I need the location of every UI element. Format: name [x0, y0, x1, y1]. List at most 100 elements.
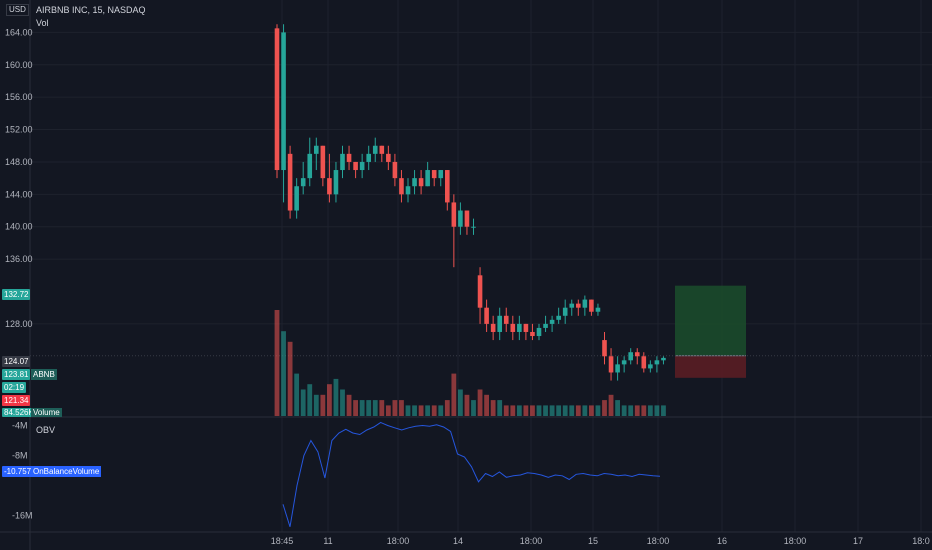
candle — [576, 299, 581, 316]
volume-bar — [497, 400, 503, 416]
candle — [438, 170, 444, 187]
obv-tick-label: -8M — [12, 451, 28, 461]
candle — [458, 202, 463, 235]
volume-bar — [405, 405, 411, 416]
candle-body — [569, 303, 575, 308]
candle — [621, 356, 627, 373]
volume-bar — [431, 405, 437, 416]
candle — [510, 315, 516, 341]
candle-body — [634, 352, 640, 357]
obv-line — [282, 421, 661, 527]
candle-body — [562, 307, 568, 316]
price-tick-label: 152.00 — [5, 125, 33, 135]
candle — [340, 145, 345, 179]
candle-body — [549, 319, 555, 324]
candle — [523, 323, 529, 341]
obv-series-label: OnBalanceVolume — [31, 466, 102, 477]
volume-bar — [385, 405, 391, 416]
volume-bar — [634, 405, 640, 416]
candle-body — [379, 145, 385, 154]
candle-body — [464, 210, 470, 227]
candle — [628, 348, 633, 365]
time-tick-label: 18:00 — [387, 536, 410, 546]
stop-zone — [675, 355, 746, 378]
candle-body — [654, 360, 660, 365]
candle — [615, 356, 620, 381]
candle — [399, 170, 404, 203]
volume-bar — [602, 400, 607, 416]
candle — [307, 137, 313, 187]
candle — [327, 153, 332, 203]
candle — [503, 307, 509, 332]
candle-body — [615, 364, 620, 373]
candle-body — [445, 170, 450, 203]
candle-body — [556, 315, 561, 320]
symbol-title[interactable]: AIRBNB INC, 15, NASDAQ — [36, 5, 146, 15]
candle-body — [392, 161, 398, 179]
volume-bar — [647, 405, 653, 416]
candle-body — [314, 145, 319, 154]
candle-body — [372, 145, 378, 154]
candle-body — [412, 178, 417, 187]
candle — [562, 299, 568, 324]
volume-bar — [608, 394, 614, 416]
candle-body — [438, 170, 444, 179]
time-tick-label: 18:00 — [647, 536, 670, 546]
candle-body — [641, 356, 647, 369]
volume-bar — [477, 389, 483, 416]
price-tick-label: 140.00 — [5, 222, 33, 232]
volume-bar — [654, 405, 660, 416]
candle-body — [386, 153, 391, 162]
candle — [386, 145, 391, 171]
candle-body — [536, 327, 542, 337]
candle — [451, 194, 457, 268]
candle — [536, 323, 542, 341]
volume-bar — [615, 400, 620, 416]
volume-bar — [333, 378, 339, 416]
volume-indicator-label[interactable]: Vol — [36, 18, 49, 28]
abnb-price-badge: 123.81 — [2, 369, 31, 380]
candle — [418, 170, 424, 195]
candle-body — [287, 153, 293, 211]
abnb-series-label: ABNB — [31, 369, 57, 380]
candle-body — [621, 360, 627, 365]
candle — [431, 170, 437, 187]
candle-body — [346, 153, 352, 162]
time-tick-label: 18:45 — [271, 536, 294, 546]
time-tick-label: 11 — [323, 536, 332, 546]
time-tick-label: 18:00 — [520, 536, 543, 546]
candle — [661, 356, 666, 365]
candle — [648, 360, 653, 373]
candle — [366, 145, 371, 171]
time-tick-label: 17 — [853, 536, 863, 546]
countdown-badge: 02:19 — [2, 382, 27, 393]
candle-body — [327, 178, 332, 195]
candle-body — [366, 153, 371, 162]
volume-bar — [372, 400, 378, 416]
candle-body — [471, 226, 476, 228]
volume-bar — [464, 394, 470, 416]
volume-bar — [628, 405, 634, 416]
candle — [569, 299, 575, 316]
obv-tick-label: -4M — [12, 421, 28, 431]
candle-body — [608, 356, 614, 373]
candle-body — [458, 210, 463, 227]
candle — [346, 145, 352, 171]
candle-body — [294, 186, 299, 211]
candle — [392, 153, 398, 187]
volume-bar — [313, 394, 319, 416]
candle — [602, 331, 607, 365]
candle — [556, 307, 561, 324]
volume-bar — [549, 405, 555, 416]
candle-body — [595, 307, 601, 312]
candle-body — [523, 323, 529, 332]
candle-body — [425, 170, 430, 187]
obv-indicator-label[interactable]: OBV — [36, 425, 56, 435]
candle — [425, 161, 430, 187]
candle-body — [576, 303, 581, 308]
volume-bar — [661, 405, 666, 416]
candle-body — [307, 153, 313, 179]
volume-bar — [516, 405, 522, 416]
candle-body — [484, 307, 489, 324]
